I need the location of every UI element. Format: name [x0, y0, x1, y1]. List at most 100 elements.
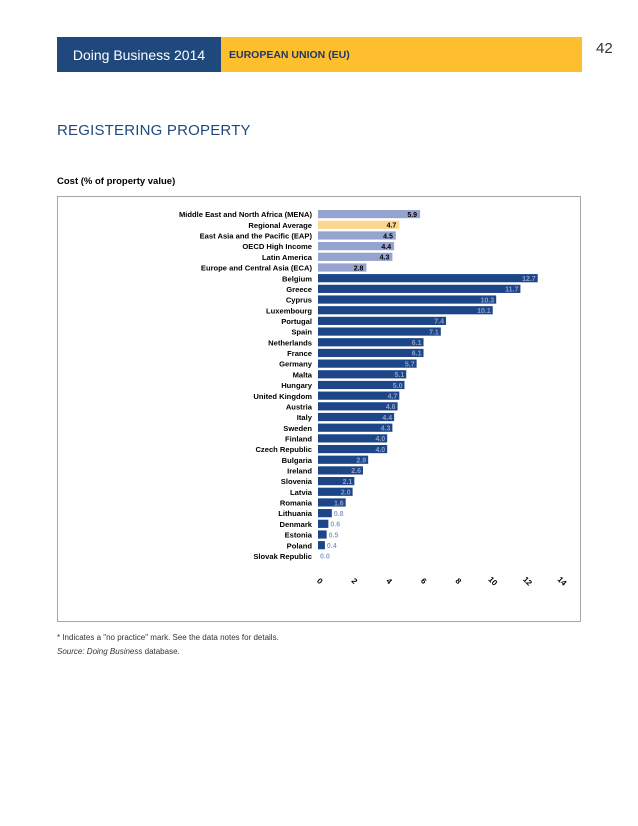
- x-tick-label: 0: [315, 576, 325, 586]
- category-label: Italy: [297, 413, 313, 422]
- category-label: Hungary: [281, 381, 313, 390]
- bar: [318, 498, 346, 507]
- value-label: 10.1: [477, 308, 491, 315]
- value-label: 6.1: [412, 340, 422, 347]
- source-suffix: database.: [142, 647, 180, 656]
- category-label: Czech Republic: [255, 445, 312, 454]
- value-label: 4.3: [381, 426, 391, 433]
- category-label: Spain: [291, 328, 312, 337]
- bar: [318, 263, 367, 272]
- value-label: 7.1: [429, 329, 439, 336]
- category-label: France: [287, 349, 312, 358]
- bar: [318, 423, 393, 432]
- category-label: Estonia: [285, 531, 313, 540]
- bar: [318, 284, 521, 293]
- bar: [318, 338, 424, 347]
- page-number: 42: [596, 40, 613, 57]
- bar: [318, 455, 369, 464]
- value-label: 0.4: [327, 543, 337, 550]
- x-tick-label: 4: [384, 576, 394, 586]
- header-economy-title: EUROPEAN UNION (EU): [221, 37, 582, 72]
- category-label: Ireland: [287, 467, 312, 476]
- bar: [318, 412, 395, 422]
- bar: [318, 370, 407, 379]
- value-label: 5.0: [393, 383, 403, 390]
- value-label: 5.7: [405, 361, 415, 368]
- category-label: Netherlands: [268, 338, 312, 347]
- bar: [318, 519, 329, 528]
- value-label: 2.6: [351, 468, 361, 475]
- bar: [318, 348, 424, 358]
- value-label: 1.6: [334, 500, 344, 507]
- source-prefix: Source: Doing Business: [57, 647, 143, 656]
- category-label: United Kingdom: [253, 392, 312, 401]
- category-label: Denmark: [280, 520, 313, 529]
- x-tick-label: 14: [556, 575, 569, 588]
- value-label: 4.4: [382, 415, 392, 422]
- value-label: 5.1: [394, 372, 404, 379]
- source-note: Source: Doing Business database.: [57, 647, 180, 656]
- bar: [318, 359, 417, 368]
- footnote: * Indicates a "no practice" mark. See th…: [57, 633, 279, 642]
- bar: [318, 231, 396, 240]
- bar: [318, 274, 538, 283]
- value-label: 4.0: [375, 436, 385, 443]
- category-label: Slovak Republic: [253, 552, 312, 561]
- category-label: Latvia: [290, 488, 313, 497]
- category-label: Belgium: [282, 274, 312, 283]
- value-label: 6.1: [412, 351, 422, 358]
- value-label: 4.6: [386, 404, 396, 411]
- category-label: Regional Average: [248, 221, 312, 230]
- category-label: East Asia and the Pacific (EAP): [200, 232, 313, 241]
- category-label: Finland: [285, 434, 312, 443]
- bar: [318, 210, 421, 219]
- value-label: 0.5: [329, 532, 339, 539]
- bar: [318, 509, 332, 518]
- bar: [318, 530, 327, 539]
- value-label: 4.3: [380, 255, 390, 262]
- value-label: 7.4: [434, 319, 444, 326]
- bar: [318, 380, 405, 390]
- x-tick-label: 12: [521, 575, 534, 588]
- category-label: Bulgaria: [282, 456, 313, 465]
- x-tick-label: 10: [486, 575, 499, 588]
- bar: [318, 466, 363, 475]
- value-label: 2.0: [341, 490, 351, 497]
- value-label: 4.5: [383, 233, 393, 240]
- header-doc-title-text: Doing Business 2014: [72, 46, 206, 63]
- section-title: REGISTERING PROPERTY: [57, 122, 251, 139]
- value-label: 2.8: [354, 265, 364, 272]
- bar: [318, 316, 447, 325]
- value-label: 2.9: [356, 458, 366, 465]
- category-label: Lithuania: [278, 509, 313, 518]
- value-label: 10.3: [481, 297, 495, 304]
- value-label: 5.9: [407, 212, 417, 219]
- category-label: Greece: [286, 285, 312, 294]
- bar: [318, 242, 395, 251]
- bar: [318, 434, 388, 443]
- value-label: 0.8: [334, 511, 344, 518]
- category-label: Europe and Central Asia (ECA): [201, 264, 313, 273]
- category-label: Sweden: [283, 424, 312, 433]
- value-label: 4.7: [388, 393, 398, 400]
- category-label: Luxembourg: [266, 306, 312, 315]
- header-doc-title: Doing Business 2014: [57, 37, 221, 72]
- bar: [318, 252, 393, 261]
- bar: [318, 306, 493, 315]
- header-economy-title-text: EUROPEAN UNION (EU): [229, 48, 350, 61]
- x-tick-label: 2: [350, 576, 360, 586]
- category-label: Austria: [286, 402, 313, 411]
- value-label: 2.1: [343, 479, 353, 486]
- x-tick-label: 8: [453, 576, 463, 586]
- value-label: 4.0: [375, 447, 385, 454]
- category-label: Germany: [279, 360, 313, 369]
- value-label: 12.7: [522, 276, 536, 283]
- category-label: Middle East and North Africa (MENA): [179, 210, 313, 219]
- x-tick-label: 6: [419, 576, 429, 586]
- bar: [318, 487, 353, 496]
- value-label: 0.0: [320, 554, 330, 561]
- value-label: 4.7: [387, 223, 397, 230]
- bar: [318, 444, 388, 454]
- value-label: 11.7: [505, 287, 518, 294]
- chart-frame: [57, 196, 581, 622]
